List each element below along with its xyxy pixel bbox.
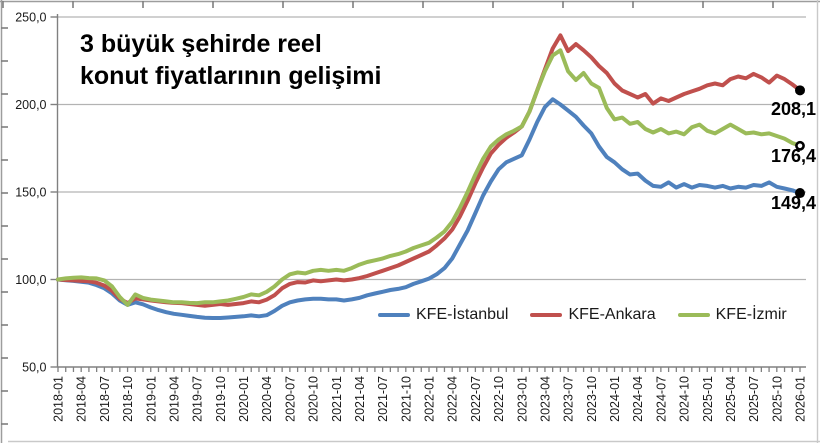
svg-text:2024-07: 2024-07 <box>654 376 668 422</box>
svg-text:2021-10: 2021-10 <box>399 376 413 422</box>
svg-text:2018-04: 2018-04 <box>75 376 89 422</box>
svg-text:2021-04: 2021-04 <box>353 376 367 422</box>
svg-text:200,0: 200,0 <box>15 98 46 112</box>
svg-text:2019-10: 2019-10 <box>214 376 228 422</box>
end-value-label-istanbul: 149,4 <box>770 193 816 213</box>
svg-text:2022-04: 2022-04 <box>446 376 460 422</box>
svg-text:2025-01: 2025-01 <box>701 376 715 422</box>
svg-text:100,0: 100,0 <box>15 273 46 287</box>
svg-text:150,0: 150,0 <box>15 186 46 200</box>
end-value-label-izmir: 176,4 <box>770 146 816 166</box>
svg-text:2018-01: 2018-01 <box>52 376 66 422</box>
y-axis-labels: 250,0 200,0 150,0 100,0 50,0 <box>15 11 46 375</box>
svg-text:2023-04: 2023-04 <box>538 376 552 422</box>
svg-text:2019-07: 2019-07 <box>191 376 205 422</box>
svg-text:2024-04: 2024-04 <box>631 376 645 422</box>
svg-text:2025-10: 2025-10 <box>770 376 784 422</box>
legend-label-izmir: KFE-İzmir <box>715 306 787 323</box>
svg-text:50,0: 50,0 <box>22 361 46 375</box>
svg-text:2021-07: 2021-07 <box>376 376 390 422</box>
gridlines <box>57 16 806 281</box>
end-marker-KFE-İzmir <box>795 140 805 151</box>
svg-text:2022-10: 2022-10 <box>492 376 506 422</box>
legend-line-swatch-istanbul <box>378 313 410 317</box>
svg-text:2024-01: 2024-01 <box>608 376 622 422</box>
end-marker-KFE-İstanbul <box>795 188 805 199</box>
chart-title: 3 büyük şehirde reel konut fiyatlarının … <box>80 28 381 92</box>
svg-text:2020-04: 2020-04 <box>260 376 274 422</box>
legend-line-swatch-izmir <box>677 313 710 317</box>
legend-label-ankara: KFE-Ankara <box>568 306 656 323</box>
svg-text:2025-07: 2025-07 <box>747 376 761 422</box>
legend-item-ankara: KFE-Ankara <box>530 306 656 324</box>
svg-text:2020-07: 2020-07 <box>283 376 297 422</box>
svg-text:2023-01: 2023-01 <box>515 376 529 422</box>
legend-item-izmir: KFE-İzmir <box>677 306 787 324</box>
svg-text:2018-07: 2018-07 <box>98 376 112 422</box>
legend: KFE-İstanbul KFE-Ankara KFE-İzmir <box>378 306 787 324</box>
svg-text:2026-01: 2026-01 <box>794 376 808 422</box>
svg-text:2022-01: 2022-01 <box>423 376 437 422</box>
svg-text:2023-10: 2023-10 <box>585 376 599 422</box>
chart-title-line2: konut fiyatlarının gelişimi <box>80 62 382 90</box>
end-value-label-ankara: 208,1 <box>770 99 816 119</box>
series-line-KFE-İzmir <box>56 48 802 307</box>
chart-title-line1: 3 büyük şehirde reel <box>80 30 322 58</box>
svg-text:2019-01: 2019-01 <box>144 376 158 422</box>
svg-text:2021-01: 2021-01 <box>330 376 344 422</box>
x-axis-labels: 2018-01 2018-04 2018-07 2018-10 2019-01 2019-… <box>52 376 808 422</box>
svg-text:2022-07: 2022-07 <box>469 376 483 422</box>
svg-text:2018-10: 2018-10 <box>121 376 135 422</box>
svg-text:2024-10: 2024-10 <box>678 376 692 422</box>
svg-text:2023-07: 2023-07 <box>562 376 576 422</box>
end-marker-KFE-Ankara <box>795 85 805 96</box>
svg-text:250,0: 250,0 <box>15 11 46 25</box>
svg-text:2025-04: 2025-04 <box>724 376 738 422</box>
svg-text:2019-04: 2019-04 <box>167 376 181 422</box>
legend-item-istanbul: KFE-İstanbul <box>378 306 508 324</box>
legend-line-swatch-ankara <box>530 313 563 317</box>
series-line-KFE-İstanbul <box>56 97 802 320</box>
svg-text:2020-01: 2020-01 <box>237 376 251 422</box>
svg-text:2020-10: 2020-10 <box>307 376 321 422</box>
legend-label-istanbul: KFE-İstanbul <box>416 306 509 323</box>
